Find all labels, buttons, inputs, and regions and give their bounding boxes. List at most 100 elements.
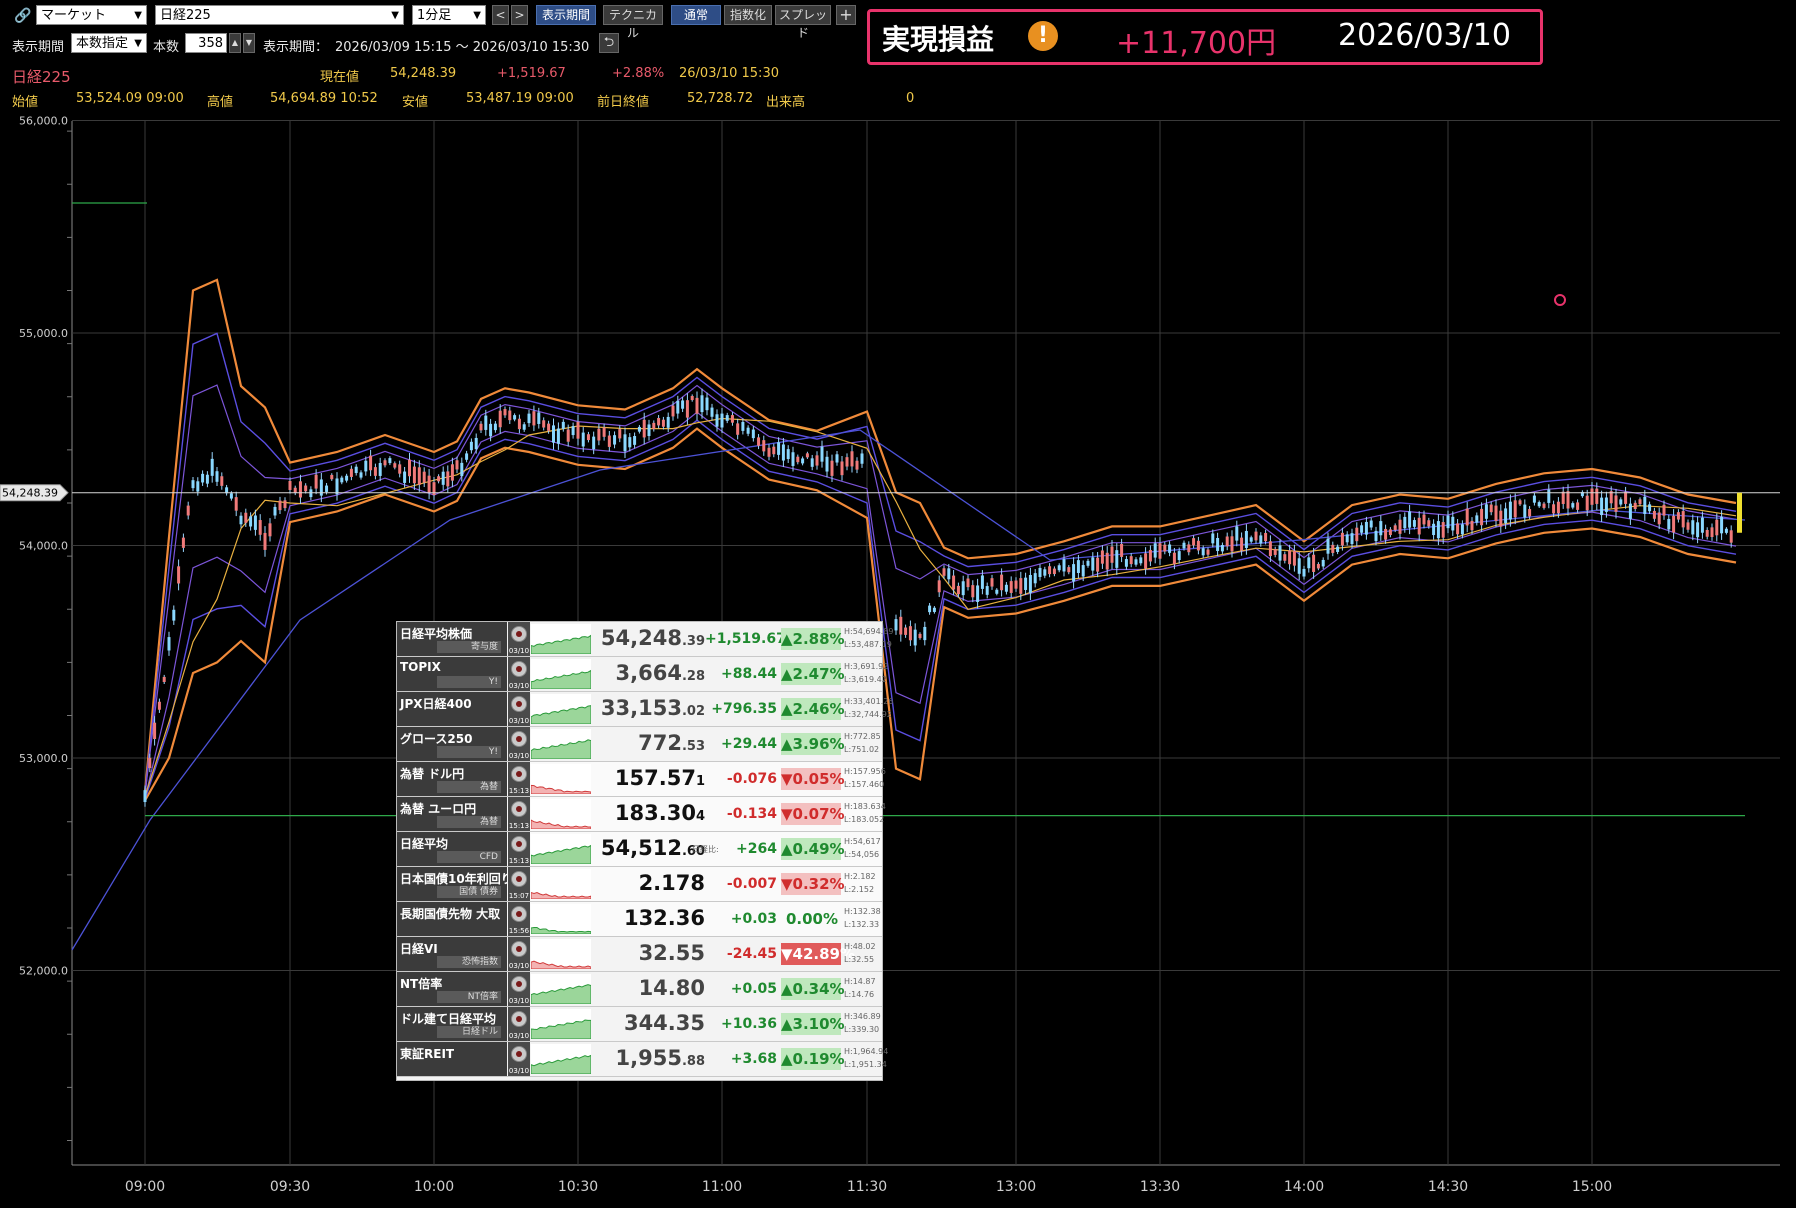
candle-body bbox=[815, 455, 819, 466]
market-row[interactable]: 長期国債先物 大取 15:56 132.36 +0.03 0.00% H:132.38 L:… bbox=[397, 902, 882, 937]
market-row-sub[interactable]: 為替 bbox=[437, 816, 501, 828]
candle-body bbox=[1710, 527, 1714, 538]
market-row-sub[interactable]: 日経ドル bbox=[437, 1026, 501, 1038]
candle-body bbox=[796, 456, 800, 463]
market-icon: 03/10 bbox=[508, 692, 530, 726]
add-button[interactable]: + bbox=[836, 5, 856, 25]
market-row[interactable]: 東証REIT 03/10 1,955.88 +3.68 ▲0.19% H:1,964.94… bbox=[397, 1042, 888, 1077]
candle-body bbox=[961, 581, 965, 596]
market-row[interactable]: ドル建て日経平均 日経ドル 03/10 344.35 +10.36 ▲3.10% H:346… bbox=[397, 1007, 882, 1042]
index-button[interactable]: 指数化 bbox=[724, 5, 772, 25]
candle-body bbox=[1504, 508, 1508, 524]
normal-button[interactable]: 通常 bbox=[671, 5, 721, 25]
market-change-pct: ▲3.96% bbox=[781, 733, 845, 755]
candle-body bbox=[508, 410, 512, 421]
market-value-main: 157.57 bbox=[614, 766, 696, 790]
candle-body bbox=[1643, 496, 1647, 514]
index-select-value: 日経225 bbox=[160, 8, 211, 23]
market-row[interactable]: 為替 ドル円 為替 15:13 157.571 -0.076 ▼0.05% H:157.95… bbox=[397, 762, 886, 797]
period-button[interactable]: 表示期間 bbox=[536, 5, 596, 25]
bars-input[interactable]: 358 bbox=[185, 33, 227, 53]
market-change-pct: ▲3.10% bbox=[781, 1013, 845, 1035]
candle-body bbox=[1412, 520, 1416, 527]
candle-body bbox=[1254, 531, 1258, 541]
candle-body bbox=[1144, 553, 1148, 569]
spread-button[interactable]: スプレッド bbox=[775, 5, 831, 40]
market-icon: 03/10 bbox=[508, 1007, 530, 1041]
candle-body bbox=[273, 506, 277, 516]
market-high-low: H:346.89 L:339.30 bbox=[844, 1010, 882, 1036]
candle-body bbox=[446, 471, 450, 487]
sparkline-area bbox=[531, 634, 591, 654]
candle-body bbox=[215, 471, 219, 482]
market-row[interactable]: 日経VI 恐怖指数 03/10 32.55 -24.45 ▼42.89% H:48.02 L:… bbox=[397, 937, 882, 972]
candle-body bbox=[498, 410, 502, 428]
candle-body bbox=[1216, 537, 1220, 551]
market-row-sub[interactable]: 寄与度 bbox=[437, 641, 501, 653]
candle-body bbox=[1182, 542, 1186, 549]
candle-body bbox=[1523, 504, 1527, 518]
market-row[interactable]: グロース250 Y! 03/10 772.53 +29.44 ▲3.96% H:772.85… bbox=[397, 727, 882, 762]
market-row[interactable]: 日経平均株価 寄与度 03/10 54,248.39 +1,519.67 ▲2.88% H:… bbox=[397, 622, 893, 657]
market-value-decimal: 1 bbox=[695, 774, 705, 789]
technical-button[interactable]: テクニカル bbox=[603, 5, 663, 40]
market-row-date: 15:13 bbox=[508, 857, 530, 865]
market-row[interactable]: TOPIX Y! 03/10 3,664.28 +88.44 ▲2.47% H:3,691.… bbox=[397, 657, 888, 692]
candle-body bbox=[1201, 548, 1205, 556]
candle-body bbox=[330, 474, 334, 480]
candle-body bbox=[552, 425, 555, 443]
candle-body bbox=[345, 475, 349, 481]
candle-body bbox=[777, 442, 781, 455]
candle-body bbox=[143, 790, 147, 803]
candle-body bbox=[1595, 488, 1599, 504]
candle-body bbox=[618, 429, 622, 439]
bars-stepper-down[interactable]: ▼ bbox=[243, 33, 255, 53]
candle-body bbox=[1177, 551, 1181, 561]
candle-body bbox=[225, 487, 229, 494]
market-row[interactable]: 日本国債10年利回り 国債 債券 15:07 2.178 -0.007 ▼0.32% H:2… bbox=[397, 867, 882, 902]
market-row[interactable]: JPX日経400 03/10 33,153.02 +796.35 ▲2.46% H:33,… bbox=[397, 692, 893, 727]
market-row-sub[interactable]: CFD bbox=[437, 851, 501, 863]
market-row[interactable]: 為替 ユーロ円 為替 15:13 183.304 -0.134 ▼0.07% H:183.6… bbox=[397, 797, 886, 832]
candle-body bbox=[335, 478, 339, 495]
bars-stepper-up[interactable]: ▲ bbox=[229, 33, 241, 53]
market-row-sub[interactable]: NT倍率 bbox=[437, 991, 501, 1003]
market-flag-icon bbox=[511, 941, 527, 957]
candle-body bbox=[537, 412, 541, 424]
candle-body bbox=[148, 757, 152, 769]
interval-select[interactable]: 1分足 ▼ bbox=[412, 5, 486, 25]
candle-body bbox=[1081, 565, 1085, 577]
bollinger-bands bbox=[71, 278, 1746, 951]
candle-body bbox=[1398, 519, 1402, 534]
market-row-sub[interactable]: 恐怖指数 bbox=[437, 956, 501, 968]
candle-body bbox=[1340, 532, 1344, 546]
market-row-sub[interactable]: Y! bbox=[437, 676, 501, 688]
candle-body bbox=[1355, 527, 1359, 542]
market-row[interactable]: NT倍率 NT倍率 03/10 14.80 +0.05 ▲0.34% H:14.87 L:14… bbox=[397, 972, 882, 1007]
prev-button[interactable]: < bbox=[492, 5, 509, 25]
market-low: L:1,951.34 bbox=[844, 1060, 887, 1069]
market-row-sub[interactable]: Y! bbox=[437, 746, 501, 758]
low-value: 53,487.19 09:00 bbox=[466, 91, 574, 106]
market-row-sub[interactable]: 為替 bbox=[437, 781, 501, 793]
market-change-pct: ▲0.49% bbox=[781, 838, 845, 860]
market-high-low: H:3,691.92 L:3,619.42 bbox=[844, 660, 888, 686]
candle-body bbox=[647, 424, 651, 437]
mode-select[interactable]: 本数指定 ▼ bbox=[71, 33, 147, 53]
candle-body bbox=[298, 481, 302, 498]
market-flag-icon bbox=[511, 871, 527, 887]
sparkline bbox=[531, 1044, 591, 1074]
candle-body bbox=[1667, 518, 1671, 530]
refresh-button[interactable]: ⮌ bbox=[599, 33, 619, 53]
next-button[interactable]: > bbox=[511, 5, 528, 25]
sparkline-area bbox=[531, 960, 591, 969]
link-icon[interactable]: 🔗 bbox=[14, 8, 32, 24]
index-select[interactable]: 日経225 ▼ bbox=[155, 5, 404, 25]
market-row-sub[interactable]: 国債 債券 bbox=[437, 886, 501, 898]
candle-body bbox=[571, 426, 575, 436]
market-row[interactable]: 日経平均 CFD 15:13 54,512.60 日経比: +264 ▲0.49% H:54,… bbox=[397, 832, 882, 867]
candle-body bbox=[1004, 584, 1008, 592]
candle-body bbox=[720, 413, 724, 428]
market-select[interactable]: マーケット ▼ bbox=[36, 5, 147, 25]
